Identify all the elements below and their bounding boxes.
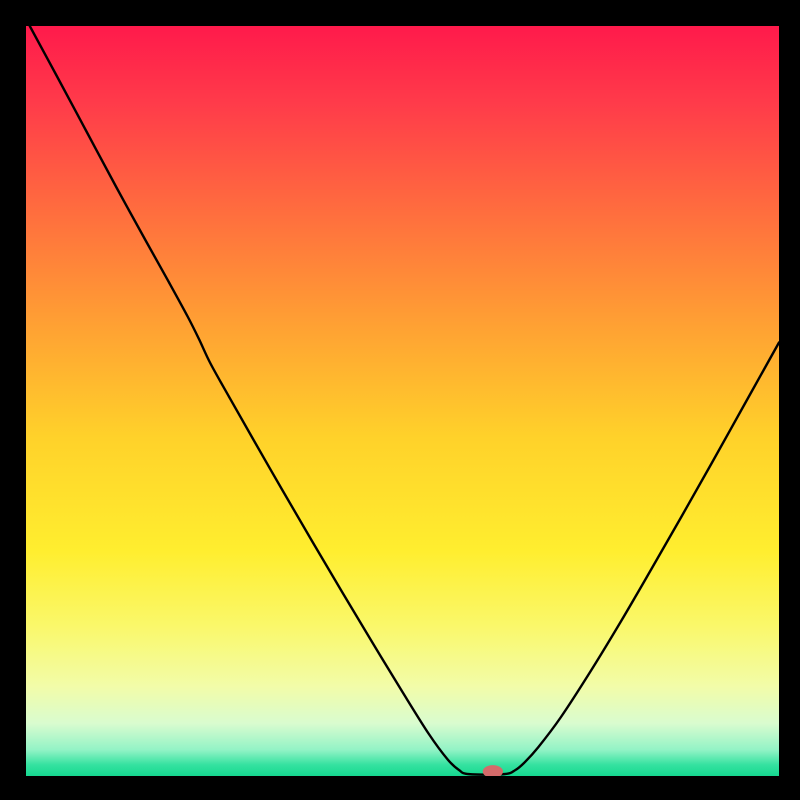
- chart-plot-area: [26, 26, 779, 776]
- chart-stage: TheBottleneck.com: [0, 0, 800, 800]
- bottleneck-chart-svg: [26, 26, 779, 776]
- chart-background-gradient: [26, 26, 779, 776]
